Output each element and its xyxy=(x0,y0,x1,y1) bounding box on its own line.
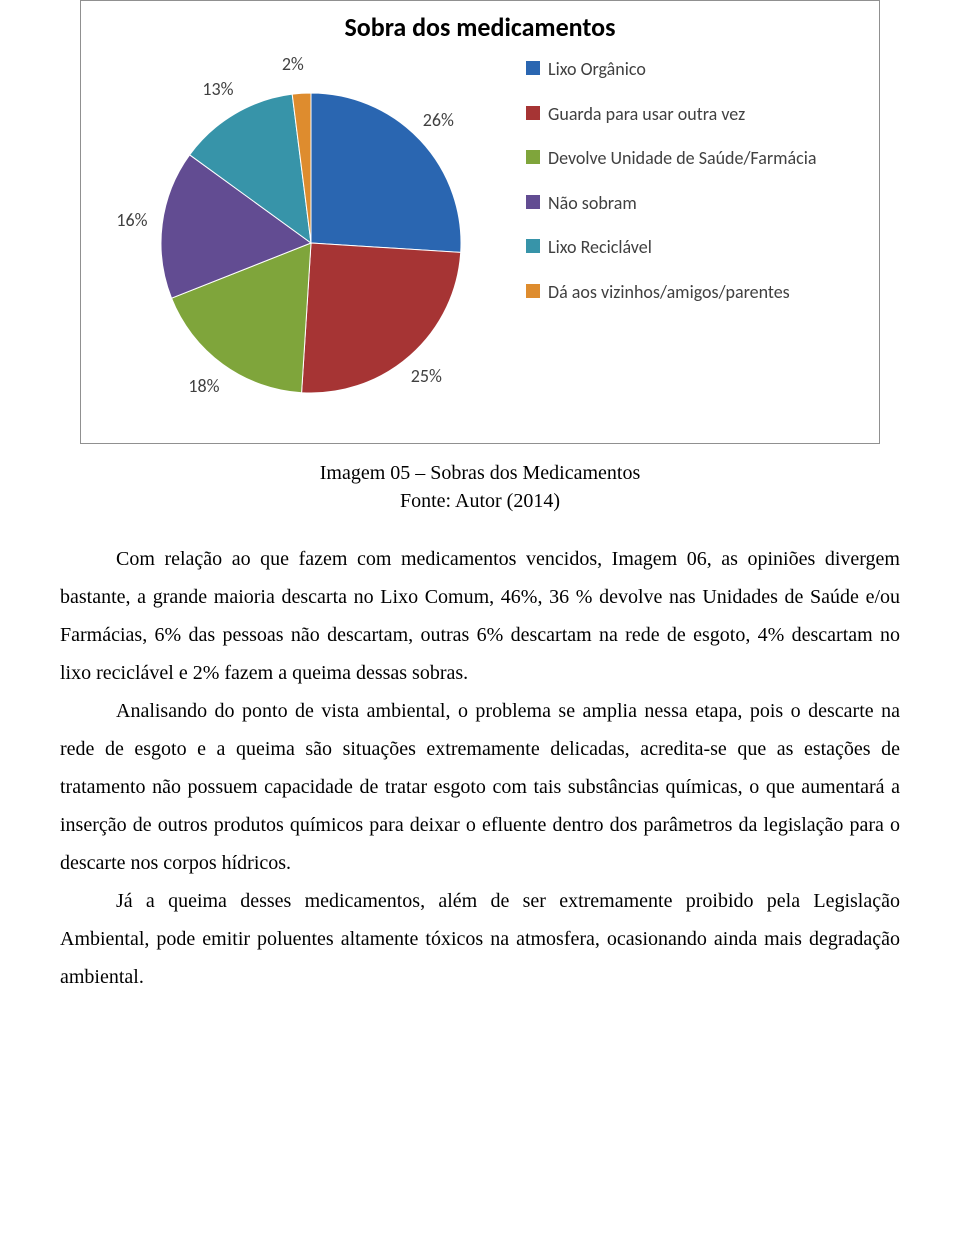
legend-item: Lixo Reciclável xyxy=(526,236,864,259)
paragraph-2: Analisando do ponto de vista ambiental, … xyxy=(60,692,900,882)
pie-pct-label: 18% xyxy=(188,375,219,397)
paragraph-3: Já a queima desses medicamentos, além de… xyxy=(60,882,900,996)
legend-label: Não sobram xyxy=(548,192,637,215)
legend-item: Lixo Orgânico xyxy=(526,58,864,81)
pie-pct-label: 16% xyxy=(116,209,147,231)
pie-pct-label: 13% xyxy=(202,78,233,100)
legend-swatch xyxy=(526,239,540,253)
caption-line-1: Imagem 05 – Sobras dos Medicamentos xyxy=(320,462,641,484)
chart-container: Sobra dos medicamentos 26% 25% 18% 16% 13% 2%… xyxy=(80,0,880,444)
pie-pct-label: 2% xyxy=(282,53,304,75)
legend-swatch xyxy=(526,61,540,75)
paragraph-1: Com relação ao que fazem com medicamento… xyxy=(60,540,900,692)
legend-swatch xyxy=(526,150,540,164)
legend-label: Devolve Unidade de Saúde/Farmácia xyxy=(548,147,816,170)
caption-line-2: Fonte: Autor (2014) xyxy=(400,490,560,512)
pie-area: 26% 25% 18% 16% 13% 2% xyxy=(96,48,526,428)
legend: Lixo Orgânico Guarda para usar outra vez D… xyxy=(526,48,864,325)
chart-body: 26% 25% 18% 16% 13% 2% Lixo Orgânico Guarda pa… xyxy=(96,48,864,428)
legend-label: Dá aos vizinhos/amigos/parentes xyxy=(548,281,790,304)
legend-item: Devolve Unidade de Saúde/Farmácia xyxy=(526,147,864,170)
legend-label: Lixo Orgânico xyxy=(548,58,646,81)
legend-item: Guarda para usar outra vez xyxy=(526,103,864,126)
legend-item: Não sobram xyxy=(526,192,864,215)
chart-caption: Imagem 05 – Sobras dos Medicamentos Font… xyxy=(60,459,900,515)
legend-item: Dá aos vizinhos/amigos/parentes xyxy=(526,281,864,304)
body-text: Com relação ao que fazem com medicamento… xyxy=(60,540,900,996)
pie-svg xyxy=(156,88,466,398)
pie-pct-label: 25% xyxy=(411,365,442,387)
legend-label: Lixo Reciclável xyxy=(548,236,652,259)
chart-title: Sobra dos medicamentos xyxy=(96,11,864,43)
legend-swatch xyxy=(526,284,540,298)
legend-label: Guarda para usar outra vez xyxy=(548,103,745,126)
legend-swatch xyxy=(526,195,540,209)
pie-pct-label: 26% xyxy=(423,109,454,131)
legend-swatch xyxy=(526,106,540,120)
